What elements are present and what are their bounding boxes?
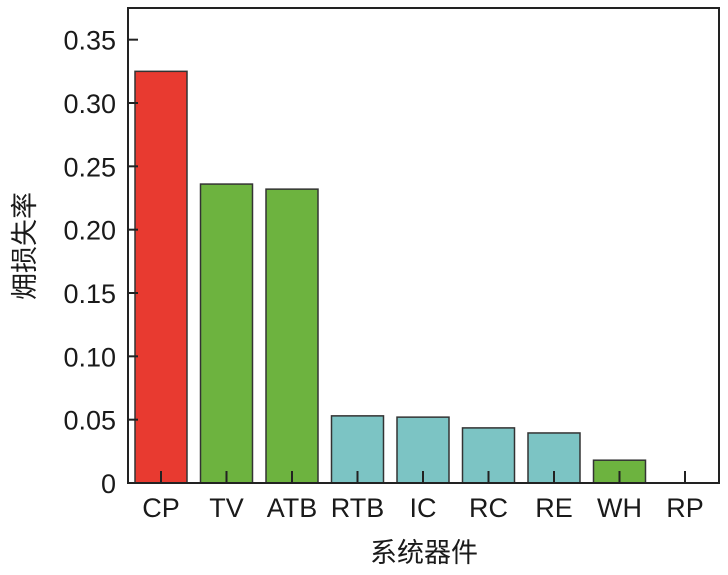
x-tick-label: IC <box>410 493 437 523</box>
y-tick-label: 0.35 <box>63 26 116 56</box>
x-tick-label: WH <box>597 493 642 523</box>
bars <box>134 70 647 484</box>
x-tick-label: CP <box>142 493 180 523</box>
bar-tv <box>199 183 254 484</box>
y-tick-label: 0.30 <box>63 89 116 119</box>
y-axis-label: 㶲损失率 <box>10 192 40 300</box>
y-tick-label: 0.05 <box>63 406 116 436</box>
x-axis-label: 系统器件 <box>370 538 478 568</box>
y-tick-label: 0.20 <box>63 216 116 246</box>
x-axis: CP TV ATB RTB IC RC RE WH RP <box>142 471 704 523</box>
y-tick-label: 0.25 <box>63 152 116 182</box>
x-tick-label: RP <box>666 493 704 523</box>
x-tick-label: TV <box>209 493 244 523</box>
y-tick-label: 0.15 <box>63 279 116 309</box>
y-axis: 0 0.05 0.10 0.15 0.20 0.25 0.30 0.35 <box>63 26 138 499</box>
x-tick-label: RC <box>469 493 508 523</box>
y-tick-label: 0.10 <box>63 342 116 372</box>
x-tick-label: RTB <box>331 493 385 523</box>
x-tick-label: ATB <box>267 493 318 523</box>
bar-atb <box>265 188 319 484</box>
x-tick-label: RE <box>535 493 573 523</box>
bar-cp <box>134 70 188 484</box>
y-tick-label: 0 <box>101 469 116 499</box>
